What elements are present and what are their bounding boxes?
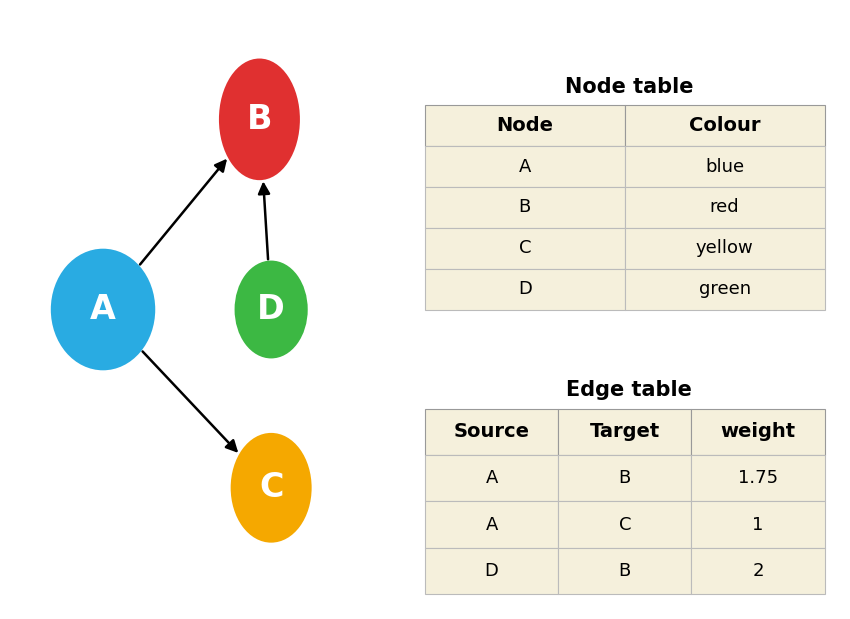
Text: D: D: [258, 293, 285, 326]
Ellipse shape: [52, 250, 154, 369]
Ellipse shape: [220, 60, 298, 179]
Text: Edge table: Edge table: [566, 380, 692, 400]
Ellipse shape: [232, 435, 310, 541]
Text: C: C: [259, 471, 283, 504]
Text: Node table: Node table: [564, 77, 694, 97]
Text: B: B: [246, 103, 272, 136]
Ellipse shape: [236, 262, 306, 357]
Text: A: A: [90, 293, 116, 326]
